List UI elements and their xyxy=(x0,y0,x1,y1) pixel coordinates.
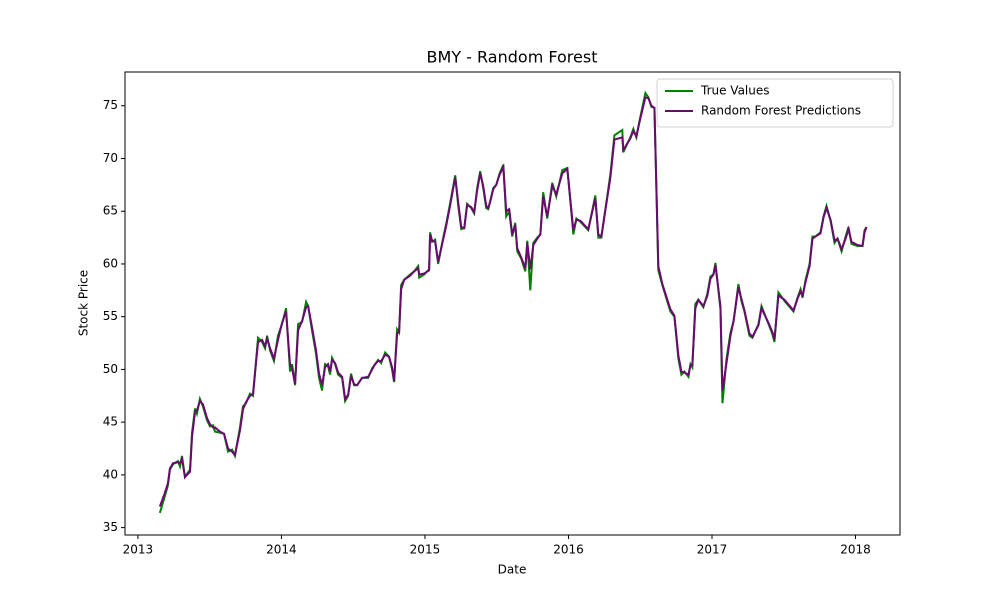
legend-label: True Values xyxy=(700,84,770,98)
y-axis-label: Stock Price xyxy=(77,270,91,336)
x-tick-label: 2014 xyxy=(266,543,297,557)
y-tick-label: 35 xyxy=(103,520,118,534)
line-series xyxy=(158,96,868,507)
plot-frame xyxy=(124,71,901,536)
y-tick-label: 40 xyxy=(103,467,118,481)
legend-box xyxy=(656,78,894,128)
x-axis-label: Date xyxy=(498,563,527,577)
x-tick-label: 2017 xyxy=(697,543,728,557)
chart-title: BMY - Random Forest xyxy=(427,48,598,67)
y-tick-label: 60 xyxy=(103,256,118,270)
x-tick-label: 2018 xyxy=(840,543,871,557)
y-tick-label: 55 xyxy=(103,309,118,323)
y-tick-label: 45 xyxy=(103,415,118,429)
x-tick-label: 2016 xyxy=(553,543,584,557)
x-tick-label: 2013 xyxy=(123,543,154,557)
y-tick-label: 65 xyxy=(103,204,118,218)
y-tick-label: 75 xyxy=(103,98,118,112)
y-tick-label: 50 xyxy=(103,362,118,376)
x-tick-label: 2015 xyxy=(410,543,441,557)
legend-label: Random Forest Predictions xyxy=(701,104,861,118)
y-tick-label: 70 xyxy=(103,151,118,165)
